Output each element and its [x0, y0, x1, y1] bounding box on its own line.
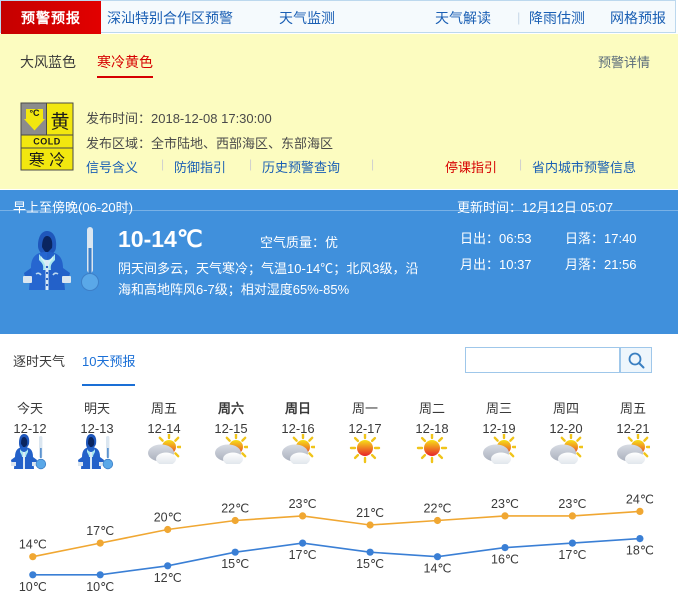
svg-text:24℃: 24℃ [626, 492, 654, 506]
svg-text:寒 冷: 寒 冷 [29, 151, 65, 170]
svg-text:10℃: 10℃ [19, 580, 47, 594]
svg-text:17℃: 17℃ [289, 548, 317, 562]
svg-text:23℃: 23℃ [491, 497, 519, 511]
svg-text:17℃: 17℃ [86, 524, 114, 538]
svg-text:23℃: 23℃ [289, 497, 317, 511]
svg-text:22℃: 22℃ [221, 502, 249, 516]
svg-text:12℃: 12℃ [154, 571, 182, 585]
svg-text:20℃: 20℃ [154, 511, 182, 525]
svg-text:15℃: 15℃ [356, 557, 384, 571]
svg-text:15℃: 15℃ [221, 557, 249, 571]
svg-text:17℃: 17℃ [558, 548, 586, 562]
svg-text:23℃: 23℃ [558, 497, 586, 511]
svg-text:黄: 黄 [50, 111, 69, 133]
svg-text:10℃: 10℃ [86, 580, 114, 594]
svg-text:14℃: 14℃ [19, 538, 47, 552]
svg-text:21℃: 21℃ [356, 506, 384, 520]
svg-text:16℃: 16℃ [491, 553, 519, 567]
svg-text:COLD: COLD [33, 137, 61, 147]
svg-text:18℃: 18℃ [626, 544, 654, 558]
svg-text:14℃: 14℃ [424, 562, 452, 576]
svg-text:°C: °C [29, 108, 40, 118]
svg-text:22℃: 22℃ [424, 502, 452, 516]
